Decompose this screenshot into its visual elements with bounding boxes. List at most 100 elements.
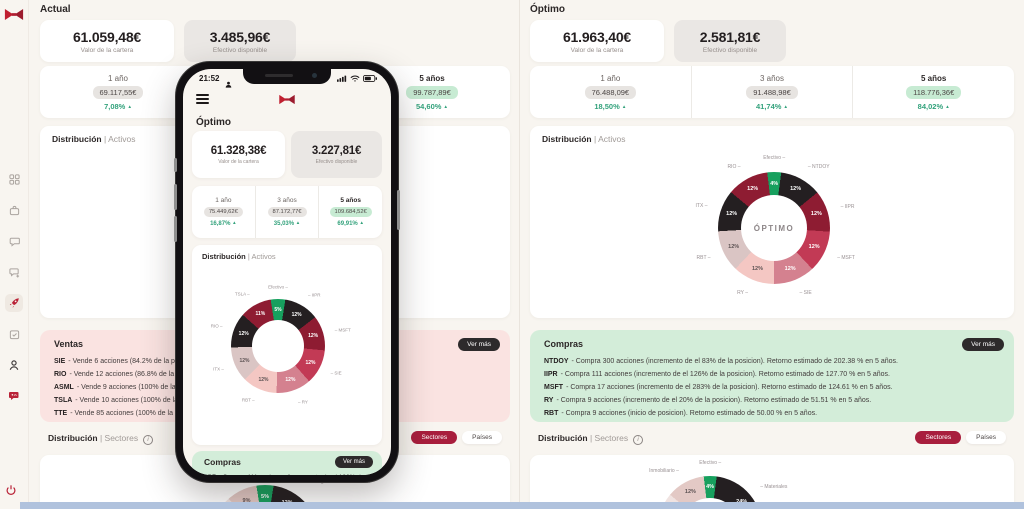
period-change: 41,74% ▲ bbox=[756, 101, 788, 111]
period-value: 118.776,36€ bbox=[906, 85, 962, 99]
phone-volume-down-button bbox=[174, 216, 177, 242]
phone-volume-up-button bbox=[174, 184, 177, 210]
list-item: RY - Compra 9 acciones (incremento de el … bbox=[544, 397, 872, 404]
period-change: 54,60% ▲ bbox=[416, 101, 448, 111]
period-label: 1 año bbox=[107, 73, 129, 83]
phone-notch bbox=[243, 69, 331, 84]
distribution-activos-card: Distribución | Activos 5% Efectivo –12% – … bbox=[192, 245, 382, 445]
period-change: 16,87% ▲ bbox=[210, 220, 237, 227]
period-5y: 5 años 109.684,52€ 69,91% ▲ bbox=[319, 186, 382, 238]
cash-card: 3.485,96€ Efectivo disponible bbox=[184, 20, 296, 62]
up-arrow-icon: ▲ bbox=[232, 220, 237, 225]
compras-card: Compras Ver más IIPR- Compra 111 accione… bbox=[192, 451, 382, 475]
menu-icon[interactable] bbox=[196, 94, 209, 107]
portfolio-value-label: Valor de la cartera bbox=[218, 158, 259, 165]
cash-label: Efectivo disponible bbox=[702, 46, 758, 54]
up-arrow-icon: ▲ bbox=[783, 103, 788, 109]
list-item: IIPR- Compra 111 acciones (incremento de… bbox=[544, 371, 890, 378]
toggle-paises[interactable]: Países bbox=[966, 431, 1006, 444]
page-title: Óptimo bbox=[196, 117, 231, 128]
toggle-paises[interactable]: Países bbox=[462, 431, 502, 444]
period-3y: 3 años 87.172,77€ 35,03% ▲ bbox=[256, 186, 320, 238]
distribution-activos-title: Distribución | Activos bbox=[542, 134, 626, 144]
info-icon[interactable]: i bbox=[633, 435, 644, 445]
brand-logo-icon bbox=[4, 8, 24, 26]
returns-card: 1 año 76.488,09€ 18,50% ▲ 3 años 91.488,… bbox=[530, 66, 1014, 118]
sectores-header: Distribución | Sectores i Sectores Países bbox=[40, 429, 510, 449]
wifi-icon bbox=[350, 75, 360, 82]
phone-screen: 21:52 Óptimo 61.328,38€ Valor bbox=[183, 69, 391, 475]
period-value: 87.172,77€ bbox=[267, 207, 307, 217]
period-value: 91.488,98€ bbox=[746, 85, 798, 99]
tasks-icon[interactable] bbox=[5, 325, 23, 343]
info-icon[interactable]: i bbox=[143, 435, 154, 445]
period-label: 5 años bbox=[419, 73, 445, 83]
portfolio-value-card: 61.328,38€ Valor de la cartera bbox=[192, 131, 285, 178]
sectores-donut-chart: 4%Efectivo –24%– Materiales12%Inmobiliar… bbox=[530, 455, 1014, 509]
toggle-sectores[interactable]: Sectores bbox=[915, 431, 962, 444]
compras-title: Compras bbox=[204, 457, 241, 467]
portfolio-value-card: 61.963,40€ Valor de la cartera bbox=[530, 20, 664, 62]
advisor-chat-icon[interactable] bbox=[5, 387, 23, 405]
user-icon[interactable] bbox=[5, 356, 23, 374]
distribution-sectores-title: Distribución | Sectores i bbox=[538, 433, 644, 445]
period-change: 18,50% ▲ bbox=[594, 101, 627, 111]
distribution-sectores-card: 4%Efectivo –24%– Materiales12%Inmobiliar… bbox=[530, 455, 1014, 509]
chat-add-icon[interactable] bbox=[5, 263, 23, 281]
power-icon[interactable] bbox=[5, 483, 17, 501]
sectores-header: Distribución | Sectores i Sectores Países bbox=[530, 429, 1014, 449]
list-item: MSFT - Compra 17 acciones (incremento de … bbox=[544, 384, 893, 391]
distribution-activos-card: Distribución | Activos ÓPTIMO 4% Efectivo … bbox=[530, 126, 1014, 318]
list-item: RBT - Compra 9 acciones (inicio de posici… bbox=[544, 410, 818, 417]
page-title: Óptimo bbox=[530, 4, 565, 15]
cash-value: 3.227,81€ bbox=[311, 144, 362, 157]
list-item: ASML - Vende 9 acciones (100% de la bbox=[54, 384, 176, 391]
period-label: 1 año bbox=[215, 197, 232, 204]
list-item: TSLA - Vende 10 acciones (100% de la bbox=[54, 397, 179, 404]
period-change: 35,03% ▲ bbox=[273, 220, 301, 227]
distribution-activos-title: Distribución | Activos bbox=[52, 134, 136, 144]
portfolio-value-label: Valor de la cartera bbox=[570, 46, 624, 54]
dashboard-grid-icon[interactable] bbox=[5, 170, 23, 188]
list-item: SIE - Vende 6 acciones (84.2% de la p bbox=[54, 358, 175, 365]
portfolio-bag-icon[interactable] bbox=[5, 201, 23, 219]
period-label: 5 años bbox=[340, 197, 361, 204]
ventas-title: Ventas bbox=[54, 339, 84, 349]
page-title: Actual bbox=[40, 4, 71, 15]
period-value: 99.787,89€ bbox=[406, 85, 458, 99]
rocket-icon[interactable] bbox=[5, 294, 23, 312]
distribution-sectores-title: Distribución | Sectores i bbox=[48, 433, 154, 445]
cash-value: 3.485,96€ bbox=[209, 28, 271, 45]
period-label: 5 años bbox=[921, 73, 947, 83]
period-value: 109.684,52€ bbox=[329, 207, 372, 217]
up-arrow-icon: ▲ bbox=[359, 220, 364, 225]
panel-optimo: Óptimo 61.963,40€ Valor de la cartera 2.… bbox=[530, 0, 1014, 509]
list-item: IIPR- Compra 111 acciones (incremento de… bbox=[204, 473, 372, 475]
period-value: 76.488,09€ bbox=[584, 85, 637, 99]
cash-value: 2.581,81€ bbox=[699, 28, 761, 45]
phone-statusbar: 21:52 bbox=[183, 72, 391, 88]
toggle-sectores[interactable]: Sectores bbox=[411, 431, 458, 444]
compras-card: Compras Ver más NTDOY - Compra 300 accion… bbox=[530, 330, 1014, 422]
phone-mute-switch bbox=[174, 158, 177, 172]
up-arrow-icon: ▲ bbox=[945, 103, 950, 109]
clock: 21:52 bbox=[199, 74, 220, 83]
period-1y: 1 año 75.449,62€ 16,87% ▲ bbox=[192, 186, 256, 238]
portfolio-value-label: Valor de la cartera bbox=[80, 46, 134, 54]
ver-mas-button[interactable]: Ver más bbox=[962, 338, 1004, 351]
focus-person-icon bbox=[225, 75, 232, 93]
cash-card: 3.227,81€ Efectivo disponible bbox=[291, 131, 382, 178]
portfolio-value: 61.059,48€ bbox=[72, 28, 142, 45]
ver-mas-button[interactable]: Ver más bbox=[334, 456, 373, 468]
bottom-scroll-strip[interactable] bbox=[20, 502, 1024, 509]
list-item: NTDOY - Compra 300 acciones (incremento d… bbox=[544, 358, 898, 365]
activos-donut-chart: ÓPTIMO 4% Efectivo –12% – NTDOY 12% – IIPR 12%… bbox=[695, 155, 855, 297]
ver-mas-button[interactable]: Ver más bbox=[458, 338, 500, 351]
list-item: TTE - Vende 85 acciones (100% de la p bbox=[54, 410, 179, 417]
chat-icon[interactable] bbox=[5, 232, 23, 250]
battery-icon bbox=[363, 75, 377, 82]
period-1y: 1 año 69.117,55€ 7,08% ▲ bbox=[40, 66, 197, 118]
brand-logo-icon bbox=[279, 92, 296, 110]
compras-title: Compras bbox=[544, 339, 584, 349]
